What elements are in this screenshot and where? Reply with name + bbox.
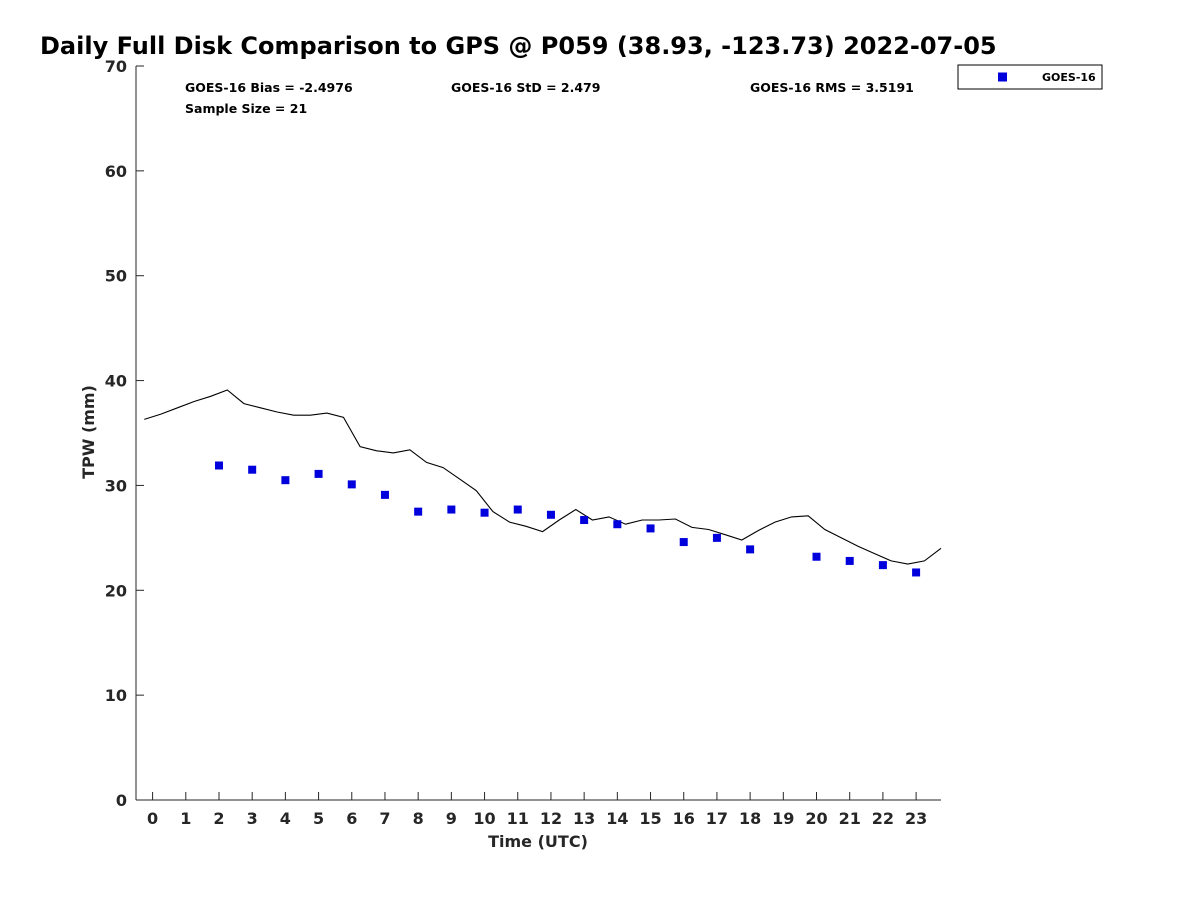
goes16-data-point (746, 545, 755, 554)
goes16-data-point (414, 507, 423, 516)
goes16-data-point (513, 505, 522, 514)
x-tick-label: 6 (346, 809, 357, 828)
x-tick-label: 19 (772, 809, 794, 828)
stat-rms: GOES-16 RMS = 3.5191 (750, 80, 914, 95)
y-tick-label: 10 (105, 686, 127, 705)
goes16-data-point (812, 552, 821, 561)
x-tick-label: 8 (413, 809, 424, 828)
x-tick-label: 2 (213, 809, 224, 828)
x-tick-label: 10 (473, 809, 495, 828)
goes16-data-point (380, 490, 389, 499)
goes16-data-point (580, 516, 589, 525)
goes16-data-point (912, 568, 921, 577)
goes16-data-point (314, 469, 323, 478)
goes16-data-point (248, 465, 257, 474)
legend-box (957, 64, 1103, 90)
gps-tpw-line (144, 389, 942, 565)
stat-bias: GOES-16 Bias = -2.4976 (185, 80, 353, 95)
gps-line-series (144, 389, 942, 565)
y-tick-label: 0 (116, 791, 127, 810)
x-tick-label: 7 (379, 809, 390, 828)
goes16-data-point (447, 505, 456, 514)
x-tick-label: 18 (739, 809, 761, 828)
x-tick-label: 0 (147, 809, 158, 828)
goes16-data-point (878, 561, 887, 570)
x-tick-label: 15 (639, 809, 661, 828)
goes16-data-point (281, 476, 290, 485)
goes16-data-point (546, 510, 555, 519)
legend-label-goes16: GOES-16 (1042, 71, 1096, 84)
x-tick-label: 21 (839, 809, 861, 828)
x-tick-label: 5 (313, 809, 324, 828)
x-tick-label: 23 (905, 809, 927, 828)
goes16-data-point (679, 538, 688, 547)
y-tick-label: 50 (105, 267, 127, 286)
x-tick-label: 12 (540, 809, 562, 828)
x-axis-label: Time (UTC) (488, 832, 588, 851)
legend-marker-goes16 (998, 72, 1007, 82)
goes16-data-point (613, 520, 622, 529)
x-tick-label: 14 (606, 809, 628, 828)
y-tick-label: 70 (105, 57, 127, 76)
x-tick-label: 9 (446, 809, 457, 828)
chart-title: Daily Full Disk Comparison to GPS @ P059… (40, 32, 997, 60)
x-axis-ticks: 0 1 2 3 4 5 6 7 8 9 10 11 12 13 14 15 16 17 18 19 20 21 22 23 (147, 792, 927, 828)
goes16-data-point (480, 508, 489, 517)
x-tick-label: 1 (180, 809, 191, 828)
x-tick-label: 16 (673, 809, 695, 828)
goes16-data-point (646, 524, 655, 533)
x-tick-label: 22 (872, 809, 894, 828)
y-axis-ticks: 0 10 20 30 40 50 60 70 (105, 57, 144, 810)
y-tick-label: 30 (105, 476, 127, 495)
goes16-data-point (347, 480, 356, 489)
y-tick-label: 40 (105, 372, 127, 391)
x-tick-label: 13 (573, 809, 595, 828)
y-tick-label: 20 (105, 581, 127, 600)
stat-std: GOES-16 StD = 2.479 (451, 80, 600, 95)
y-tick-label: 60 (105, 162, 127, 181)
legend: GOES-16 (957, 64, 1103, 90)
x-tick-label: 11 (507, 809, 529, 828)
goes16-data-point (214, 461, 223, 470)
x-tick-label: 17 (706, 809, 728, 828)
plot-area (135, 66, 941, 801)
goes16-data-point (712, 533, 721, 542)
x-tick-label: 3 (247, 809, 258, 828)
stat-sample-size: Sample Size = 21 (185, 101, 307, 116)
y-axis-label: TPW (mm) (79, 385, 98, 479)
goes16-data-point (845, 556, 854, 565)
x-tick-label: 4 (280, 809, 291, 828)
x-tick-label: 20 (805, 809, 827, 828)
goes16-scatter-series (214, 461, 921, 577)
